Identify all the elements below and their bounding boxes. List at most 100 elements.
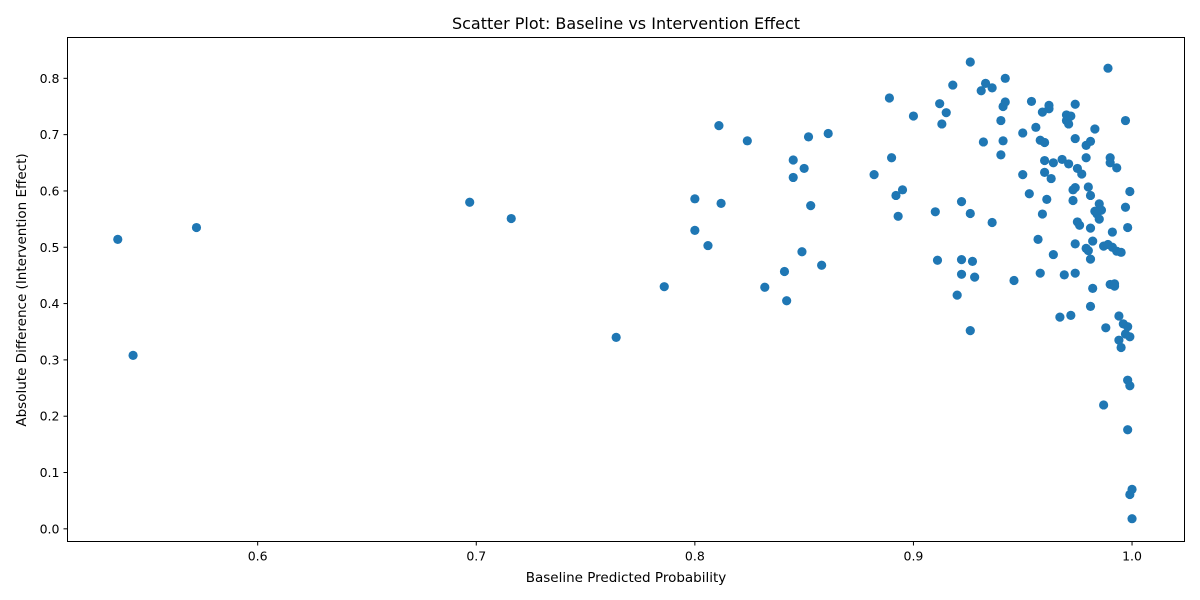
data-point	[506, 213, 516, 224]
data-point	[714, 121, 724, 131]
data-point	[932, 255, 943, 265]
data-point	[1070, 133, 1080, 144]
data-point	[1068, 195, 1078, 206]
data-point	[998, 136, 1008, 146]
data-point	[1059, 270, 1069, 280]
data-point	[817, 260, 827, 270]
data-point	[1116, 247, 1126, 257]
data-point	[1099, 400, 1109, 410]
data-point	[1116, 342, 1126, 353]
data-point	[980, 78, 991, 88]
chart-title: Scatter Plot: Baseline vs Intervention E…	[452, 14, 800, 33]
data-point	[1083, 246, 1093, 256]
data-point	[1085, 136, 1096, 146]
data-point	[886, 153, 897, 163]
data-point	[128, 350, 138, 360]
data-point	[1064, 159, 1074, 169]
data-point	[803, 132, 814, 142]
data-point	[1024, 189, 1034, 199]
y-axis-ticks: 0.0 0.1 0.2 0.3 0.4 0.5 0.6 0.7 0.8	[40, 71, 68, 536]
data-point	[1085, 223, 1096, 233]
data-point	[1070, 182, 1080, 193]
x-tick-label: 0.8	[685, 549, 705, 564]
data-point	[1088, 236, 1098, 246]
x-axis-ticks: 0.6 0.7 0.8 0.9 1.0	[248, 541, 1142, 564]
data-point	[742, 136, 752, 146]
data-point	[788, 155, 798, 165]
data-point	[1074, 220, 1085, 230]
data-point	[113, 234, 123, 244]
y-tick-label: 0.2	[40, 409, 60, 424]
data-point	[1048, 158, 1058, 168]
data-point	[1066, 310, 1076, 321]
data-point	[1107, 227, 1117, 237]
x-tick-label: 1.0	[1122, 549, 1142, 564]
data-point	[1105, 158, 1115, 168]
data-point	[967, 256, 978, 266]
data-point	[1088, 283, 1098, 293]
data-point	[1094, 214, 1104, 224]
x-tick-label: 0.6	[248, 549, 268, 564]
data-points	[113, 57, 1137, 524]
data-point	[1031, 122, 1041, 132]
data-point	[1120, 115, 1131, 126]
data-point	[823, 128, 833, 139]
data-point	[465, 197, 475, 207]
data-point	[1123, 222, 1133, 233]
data-point	[1109, 279, 1120, 289]
data-point	[948, 80, 958, 90]
data-point	[799, 163, 809, 174]
data-point	[978, 137, 988, 147]
data-point	[884, 93, 895, 103]
data-point	[1077, 169, 1087, 179]
data-point	[1070, 268, 1080, 278]
data-point	[996, 115, 1006, 126]
data-point	[703, 240, 713, 251]
data-point	[1018, 128, 1028, 138]
plot-frame	[67, 37, 1185, 542]
data-point	[1018, 170, 1028, 180]
data-point	[1000, 73, 1010, 83]
data-point	[1123, 322, 1133, 332]
data-point	[996, 150, 1006, 160]
data-point	[956, 269, 967, 279]
data-point	[869, 170, 879, 180]
data-point	[779, 266, 790, 277]
data-point	[976, 86, 986, 96]
data-point	[1035, 268, 1045, 278]
x-tick-label: 0.9	[904, 549, 924, 564]
data-point	[1125, 381, 1135, 391]
data-point	[1000, 97, 1010, 107]
data-point	[788, 172, 798, 183]
y-tick-label: 0.1	[40, 465, 60, 480]
data-point	[1033, 234, 1043, 244]
data-point	[1103, 63, 1113, 73]
data-point	[1026, 96, 1037, 107]
data-point	[970, 272, 980, 282]
data-point	[1009, 275, 1019, 286]
data-point	[1040, 167, 1050, 177]
data-point	[760, 282, 770, 292]
data-point	[782, 296, 792, 306]
data-point	[1064, 119, 1074, 129]
data-point	[897, 185, 908, 195]
data-point	[1114, 335, 1124, 345]
data-point	[1066, 111, 1076, 121]
data-point	[1114, 311, 1124, 321]
y-axis-label: Absolute Difference (Intervention Effect…	[14, 153, 30, 426]
data-point	[1070, 239, 1080, 249]
data-point	[965, 208, 975, 219]
data-point	[690, 194, 700, 204]
data-point	[1085, 254, 1096, 264]
data-point	[1040, 137, 1050, 148]
data-point	[1048, 249, 1058, 260]
data-point	[1096, 205, 1107, 215]
data-point	[1101, 323, 1111, 333]
data-point	[1042, 194, 1052, 204]
data-point	[937, 119, 947, 129]
data-point	[1127, 484, 1137, 495]
data-point	[611, 332, 621, 342]
data-point	[1070, 99, 1080, 109]
data-point	[941, 108, 951, 118]
